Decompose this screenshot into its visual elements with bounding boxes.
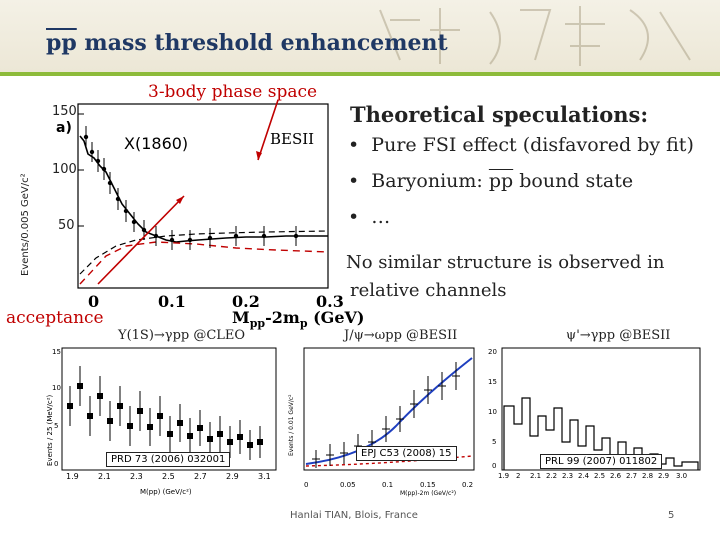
subplot-2-label: J/ψ→ωpp @BESII — [344, 328, 458, 343]
subplot-3-x-tick: 2.7 — [626, 472, 638, 480]
note-line-2: relative channels — [350, 280, 507, 301]
subplot-2-x-tick: 0 — [304, 481, 309, 489]
accent-bar — [0, 72, 720, 76]
x1860-label: X(1860) — [124, 134, 189, 153]
y-tick-100: 100 — [52, 162, 77, 177]
theory-bullet-2: • Baryonium: pp bound state — [348, 170, 634, 192]
panel-label: a) — [56, 120, 72, 136]
x-tick-0-1: 0.1 — [158, 292, 186, 311]
subplot-2-ref: EPJ C53 (2008) 15 — [356, 446, 457, 461]
subplot-3-x-tick: 3.0 — [676, 472, 688, 480]
main-x-axis-label: Mpp-2mp (GeV) — [232, 308, 365, 331]
subplot-3-x-tick: 1.9 — [498, 472, 510, 480]
page-number: 5 — [668, 510, 675, 521]
subplot-1-x-tick: 2.3 — [130, 472, 143, 481]
subplot-3-y-tick: 5 — [492, 438, 497, 446]
subplot-3-label: ψ'→γpp @BESII — [566, 328, 671, 343]
subplot-1-y-axis: Events / 25 (MeV/c²) — [46, 394, 54, 466]
subplot-1-y-tick: 10 — [52, 384, 61, 392]
subplot-1-x-tick: 3.1 — [258, 472, 271, 481]
subplot-3-x-tick: 2.2 — [546, 472, 558, 480]
y-tick-50: 50 — [58, 218, 75, 233]
subplot-1-label: Υ(1S)→γpp @CLEO — [118, 328, 246, 343]
header-banner — [0, 0, 720, 72]
subplot-3-x-tick: 2.8 — [642, 472, 654, 480]
subplot-1-x-tick: 2.7 — [194, 472, 207, 481]
phase-space-label: 3-body phase space — [148, 82, 318, 102]
subplot-2-y-axis: Events / 0.01 GeV/c² — [288, 394, 295, 456]
note-line-1: No similar structure is observed in — [346, 252, 665, 273]
subplot-psiprime: 20 15 10 5 0 1.9 2 2.1 2.2 2.3 2.4 2.5 2… — [486, 346, 704, 486]
subplot-3-x-tick: 2 — [516, 472, 521, 480]
subplot-3-ref: PRL 99 (2007) 011802 — [540, 454, 663, 469]
subplot-1-ref: PRD 73 (2006) 032001 — [106, 452, 231, 467]
subplot-3-x-tick: 2.6 — [610, 472, 622, 480]
subplot-1-y-tick: 5 — [54, 422, 59, 430]
footer-author: Hanlai TIAN, Blois, France — [290, 510, 418, 521]
x-tick-0-3: 0.3 — [316, 292, 344, 311]
subplot-1-x-tick: 2.1 — [98, 472, 111, 481]
subplot-3-x-tick: 2.1 — [530, 472, 542, 480]
subplot-2-x-tick: 0.1 — [382, 481, 394, 489]
x-tick-0-2: 0.2 — [232, 292, 260, 311]
y-tick-150: 150 — [52, 104, 77, 119]
slide-title: pp mass threshold enhancement — [46, 30, 448, 56]
subplot-1-x-axis: M(pp) (GeV/c²) — [140, 488, 192, 496]
theory-bullet-3: • … — [348, 206, 391, 228]
subplot-3-y-tick: 10 — [488, 408, 497, 416]
subplot-2-x-tick: 0.15 — [420, 481, 436, 489]
bullet-dot: • — [348, 206, 372, 228]
main-plot: 150 100 50 Events/0.005 GeV/c² a) X(1860… — [6, 96, 336, 296]
subplot-3-x-tick: 2.4 — [578, 472, 590, 480]
subplot-1-x-tick: 2.9 — [226, 472, 239, 481]
bullet-dot: • — [348, 134, 372, 156]
main-y-axis-label: Events/0.005 GeV/c² — [20, 173, 31, 276]
subplot-2-x-tick: 0.2 — [462, 481, 474, 489]
acceptance-label: acceptance — [6, 308, 104, 328]
subplot-2-x-axis: M(pp)-2m (GeV/c²) — [400, 490, 457, 497]
besii-label: BESII — [270, 130, 315, 148]
bullet-dot: • — [348, 170, 372, 192]
subplot-1-x-tick: 1.9 — [66, 472, 79, 481]
subplot-3-y-tick: 0 — [492, 462, 497, 470]
theory-bullet-1: • Pure FSI effect (disfavored by fit) — [348, 134, 694, 156]
subplot-1-y-tick: 15 — [52, 348, 61, 356]
subplot-3-x-tick: 2.9 — [658, 472, 670, 480]
subplot-3-x-tick: 2.5 — [594, 472, 606, 480]
subplot-1-y-tick: 0 — [54, 460, 59, 468]
subplot-2-x-tick: 0.05 — [340, 481, 356, 489]
subplot-1-x-tick: 2.5 — [162, 472, 175, 481]
calligraphy-background — [379, 6, 691, 66]
x-tick-0: 0 — [88, 292, 100, 311]
theory-title: Theoretical speculations: — [350, 102, 649, 127]
subplot-3-y-tick: 15 — [488, 378, 497, 386]
subplot-3-y-tick: 20 — [488, 348, 497, 356]
main-plot-svg — [77, 99, 329, 289]
subplot-3-x-tick: 2.3 — [562, 472, 574, 480]
